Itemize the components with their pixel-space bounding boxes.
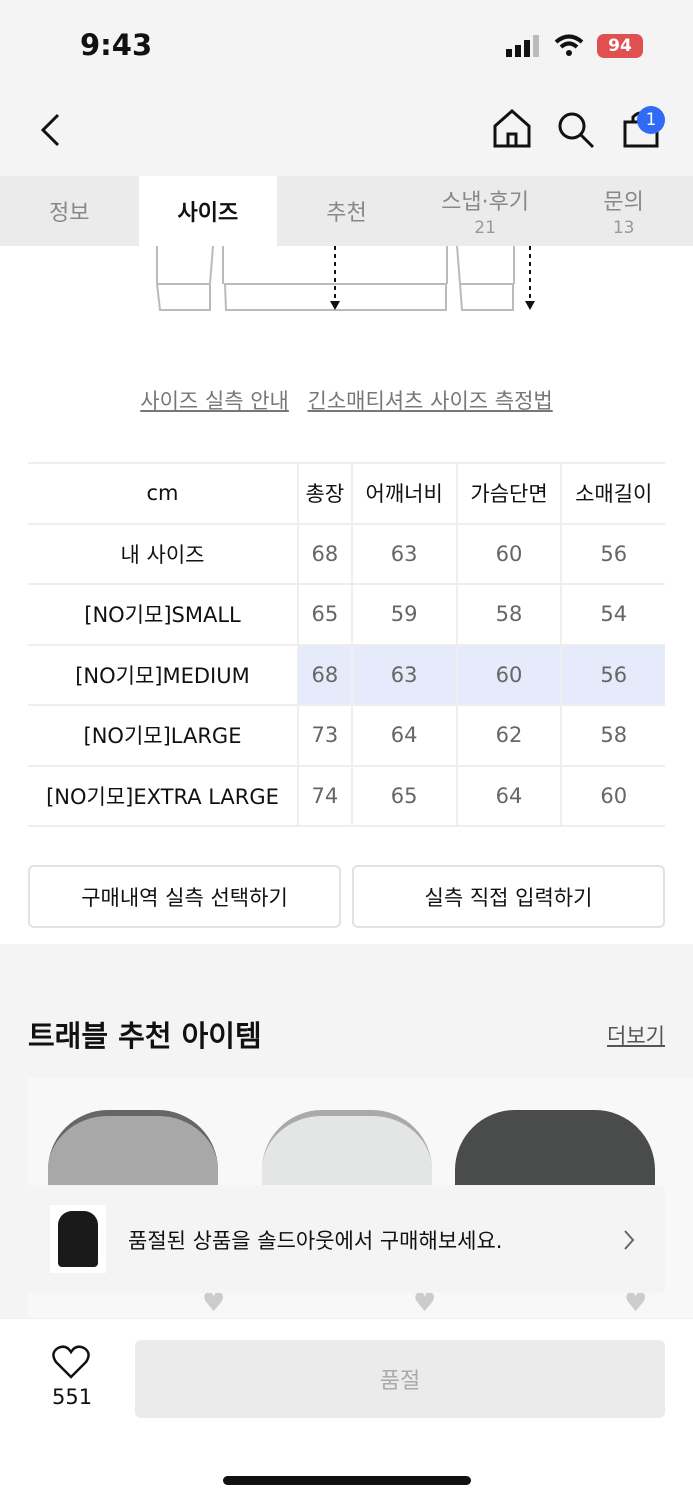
cell: [NO기모]LARGE — [28, 705, 299, 767]
cart-badge: 1 — [637, 106, 665, 134]
tab-label: 스냅·후기 — [441, 190, 530, 215]
heart-icon[interactable]: ♥ — [202, 1288, 226, 1318]
chevron-right-icon — [624, 1230, 635, 1250]
tab-label: 사이즈 — [177, 201, 239, 226]
cell: 58 — [561, 705, 665, 767]
home-icon[interactable] — [492, 108, 532, 148]
tab-label: 추천 — [326, 201, 367, 226]
cell: 68 — [298, 644, 353, 706]
header-cell: 어깨너비 — [351, 462, 458, 525]
cell: 60 — [561, 765, 665, 827]
status-bar: 9:43 94 — [0, 0, 693, 90]
table-row: [NO기모]LARGE 73 64 62 58 — [28, 705, 665, 767]
cell: 60 — [456, 523, 563, 585]
cell: 59 — [351, 584, 458, 646]
cell: 64 — [351, 705, 458, 767]
size-table: cm 총장 어깨너비 가슴단면 소매길이 내 사이즈 68 63 60 56 [NO기모]SMA… — [28, 462, 665, 827]
banner-text: 품절된 상품을 솔드아웃에서 구매해보세요. — [128, 1229, 503, 1253]
battery-icon: 94 — [597, 34, 643, 58]
cell: [NO기모]SMALL — [28, 584, 299, 646]
size-links: 사이즈 실측 안내 긴소매티셔츠 사이즈 측정법 — [0, 385, 693, 415]
tab-count: 21 — [474, 218, 496, 238]
tab-label: 문의 — [603, 190, 644, 215]
cell: 54 — [561, 584, 665, 646]
cell: [NO기모]EXTRA LARGE — [28, 765, 299, 827]
cell: [NO기모]MEDIUM — [28, 644, 299, 706]
manual-input-button[interactable]: 실측 직접 입력하기 — [352, 865, 665, 928]
cell: 65 — [351, 765, 458, 827]
tab-count: 13 — [612, 218, 635, 238]
cell: 73 — [298, 705, 353, 767]
header-cell: 소매길이 — [561, 462, 665, 525]
tab-size[interactable]: 사이즈 — [138, 176, 278, 246]
cell: 64 — [456, 765, 563, 827]
cell: 65 — [298, 584, 353, 646]
header-cell: 가슴단면 — [456, 462, 563, 525]
top-nav: 1 — [0, 90, 693, 176]
table-row: 내 사이즈 68 63 60 56 — [28, 523, 665, 585]
section-title: 트래블 추천 아이템 — [28, 1019, 262, 1053]
back-icon[interactable] — [38, 112, 62, 148]
header-cell: 총장 — [298, 462, 353, 525]
table-row-highlighted: [NO기모]MEDIUM 68 63 60 56 — [28, 644, 665, 706]
soldout-button: 품절 — [135, 1340, 665, 1418]
soldout-banner[interactable]: 품절된 상품을 솔드아웃에서 구매해보세요. — [28, 1185, 665, 1293]
heart-icon[interactable] — [52, 1345, 90, 1379]
size-guide-link[interactable]: 사이즈 실측 안내 — [140, 389, 289, 413]
table-row: [NO기모]EXTRA LARGE 74 65 64 60 — [28, 765, 665, 827]
heart-icon[interactable]: ♥ — [413, 1288, 437, 1318]
cell: 56 — [561, 644, 665, 706]
home-indicator[interactable] — [223, 1476, 471, 1485]
cell: 56 — [561, 523, 665, 585]
cell: 60 — [456, 644, 563, 706]
size-diagram — [155, 246, 535, 311]
tab-inquiry[interactable]: 문의 13 — [554, 176, 693, 246]
cell: 62 — [456, 705, 563, 767]
tab-info[interactable]: 정보 — [0, 176, 139, 246]
tab-label: 정보 — [49, 201, 90, 226]
measure-method-link[interactable]: 긴소매티셔츠 사이즈 측정법 — [307, 389, 553, 413]
product-image[interactable] — [48, 1110, 218, 1185]
clock: 9:43 — [80, 28, 153, 62]
like-count: 551 — [52, 1385, 93, 1409]
cell: 58 — [456, 584, 563, 646]
cell: 내 사이즈 — [28, 523, 299, 585]
cell: 63 — [351, 523, 458, 585]
tab-recommend[interactable]: 추천 — [277, 176, 416, 246]
product-image[interactable] — [455, 1110, 655, 1185]
heart-icon[interactable]: ♥ — [624, 1288, 648, 1318]
cell: 63 — [351, 644, 458, 706]
more-link[interactable]: 더보기 — [607, 1024, 665, 1048]
hoodie-thumbnail — [50, 1205, 106, 1273]
table-header-row: cm 총장 어깨너비 가슴단면 소매길이 — [28, 462, 665, 525]
select-purchase-history-button[interactable]: 구매내역 실측 선택하기 — [28, 865, 341, 928]
search-icon[interactable] — [556, 110, 596, 150]
signal-icon — [506, 35, 539, 57]
table-row: [NO기모]SMALL 65 59 58 54 — [28, 584, 665, 646]
tab-bar: 정보 사이즈 추천 스냅·후기 21 문의 13 — [0, 176, 693, 246]
product-image[interactable] — [262, 1110, 432, 1185]
wifi-icon — [554, 34, 584, 56]
header-cell: cm — [28, 462, 299, 525]
cell: 68 — [298, 523, 353, 585]
tab-reviews[interactable]: 스냅·후기 21 — [416, 176, 555, 246]
cell: 74 — [298, 765, 353, 827]
